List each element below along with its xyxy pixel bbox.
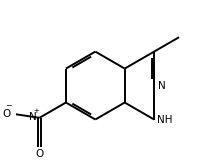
Text: O: O <box>2 109 10 119</box>
Text: +: + <box>33 108 39 114</box>
Text: N: N <box>158 81 165 91</box>
Text: O: O <box>35 149 44 159</box>
Text: −: − <box>5 101 12 110</box>
Text: NH: NH <box>157 116 173 125</box>
Text: N: N <box>29 112 37 122</box>
